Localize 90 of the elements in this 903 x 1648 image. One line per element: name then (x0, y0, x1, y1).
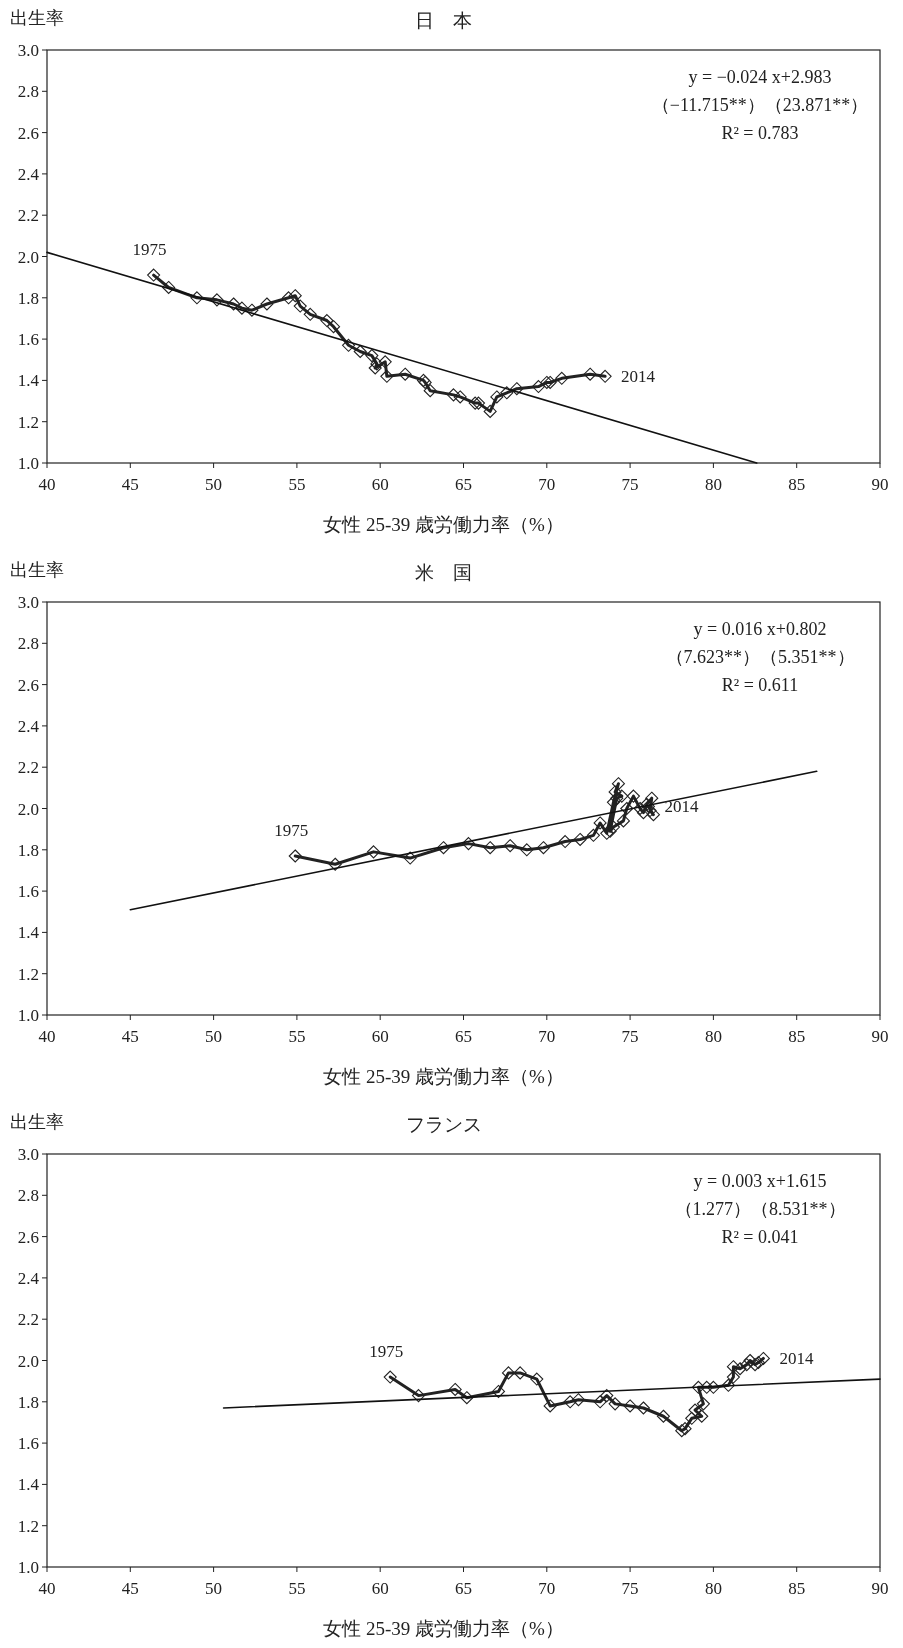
y-tick-label: 2.6 (17, 123, 39, 143)
x-tick-label: 60 (371, 1027, 389, 1046)
x-tick-label: 70 (538, 1579, 556, 1598)
y-tick-label: 1.0 (17, 1006, 39, 1025)
y-tick-label: 2.0 (17, 799, 39, 819)
annotation: 1975 (369, 1342, 404, 1362)
annotation: R² = 0.041 (721, 1227, 799, 1247)
y-tick-label: 1.2 (17, 412, 39, 432)
y-tick-label: 1.4 (17, 923, 40, 943)
y-tick-label: 2.8 (17, 82, 39, 102)
annotation: （−11.715**）（23.871**） (651, 95, 869, 115)
y-tick-label: 1.8 (17, 288, 39, 308)
y-tick-label: 2.0 (17, 1351, 39, 1371)
x-axis-title: 女性 25-39 歳労働力率（%） (323, 1066, 564, 1087)
y-tick-label: 2.6 (17, 1227, 39, 1247)
annotation: 2014 (621, 367, 656, 387)
x-tick-label: 80 (704, 475, 722, 494)
annotation: R² = 0.783 (721, 123, 799, 143)
x-tick-label: 40 (38, 475, 56, 494)
x-tick-label: 90 (871, 1579, 889, 1598)
y-tick-label: 2.6 (17, 675, 39, 695)
y-tick-label: 1.4 (17, 371, 40, 391)
x-tick-label: 45 (121, 1027, 139, 1046)
x-tick-label: 90 (871, 1027, 889, 1046)
y-tick-label: 2.2 (17, 758, 39, 778)
x-tick-label: 90 (871, 475, 889, 494)
y-tick-label: 1.8 (17, 840, 39, 860)
chart-title: 米 国 (415, 562, 472, 583)
x-tick-label: 60 (371, 1579, 389, 1598)
y-tick-label: 1.6 (17, 330, 39, 350)
x-tick-label: 50 (205, 475, 223, 494)
x-tick-label: 85 (788, 475, 806, 494)
y-tick-label: 1.6 (17, 1434, 39, 1454)
annotation: （7.623**）（5.351**） (665, 647, 855, 667)
x-tick-label: 45 (121, 475, 139, 494)
x-tick-label: 65 (455, 1579, 472, 1598)
chart-title: 日 本 (415, 10, 472, 31)
x-tick-label: 60 (371, 475, 389, 494)
x-tick-label: 70 (538, 1027, 556, 1046)
x-tick-label: 75 (621, 1579, 639, 1598)
y-tick-label: 1.2 (17, 1516, 39, 1536)
x-tick-label: 85 (788, 1579, 806, 1598)
x-tick-label: 55 (288, 475, 306, 494)
x-tick-label: 40 (38, 1579, 56, 1598)
x-tick-label: 55 (288, 1027, 306, 1046)
x-tick-label: 75 (621, 1027, 639, 1046)
y-axis-title: 出生率 (10, 1112, 64, 1132)
y-tick-label: 2.8 (17, 634, 39, 654)
y-tick-label: 2.8 (17, 1186, 39, 1206)
x-tick-label: 65 (455, 475, 472, 494)
y-tick-label: 2.2 (17, 1310, 39, 1330)
y-tick-label: 3.0 (17, 41, 39, 60)
x-tick-label: 80 (704, 1027, 722, 1046)
x-tick-label: 55 (288, 1579, 306, 1598)
y-tick-label: 1.2 (17, 964, 39, 984)
x-tick-label: 75 (621, 475, 639, 494)
annotation: 2014 (664, 797, 699, 817)
annotation: 1975 (274, 820, 309, 840)
x-tick-label: 65 (455, 1027, 472, 1046)
y-tick-label: 1.4 (17, 1475, 40, 1495)
annotation: y = −0.024 x+2.983 (688, 67, 832, 87)
annotation: （1.277）（8.531**） (674, 1199, 846, 1219)
chart-title: フランス (405, 1114, 482, 1135)
x-tick-label: 80 (704, 1579, 722, 1598)
y-tick-label: 3.0 (17, 593, 39, 612)
x-tick-label: 50 (205, 1579, 223, 1598)
x-tick-label: 45 (121, 1579, 139, 1598)
annotation: y = 0.016 x+0.802 (693, 619, 827, 639)
y-tick-label: 2.0 (17, 247, 39, 267)
annotation: y = 0.003 x+1.615 (693, 1171, 827, 1191)
y-tick-label: 3.0 (17, 1145, 39, 1164)
annotation: 2014 (779, 1349, 814, 1369)
y-tick-label: 2.4 (17, 716, 40, 736)
y-tick-label: 1.8 (17, 1392, 39, 1412)
y-axis-title: 出生率 (10, 8, 64, 28)
annotation: R² = 0.611 (721, 675, 799, 695)
y-tick-label: 1.0 (17, 454, 39, 473)
y-tick-label: 1.6 (17, 882, 39, 902)
annotation: 1975 (132, 240, 167, 260)
x-axis-title: 女性 25-39 歳労働力率（%） (323, 1618, 564, 1639)
x-axis-title: 女性 25-39 歳労働力率（%） (323, 514, 564, 535)
x-tick-label: 70 (538, 475, 556, 494)
y-tick-label: 1.0 (17, 1558, 39, 1577)
x-tick-label: 50 (205, 1027, 223, 1046)
y-tick-label: 2.2 (17, 206, 39, 226)
x-tick-label: 85 (788, 1027, 806, 1046)
x-tick-label: 40 (38, 1027, 56, 1046)
y-tick-label: 2.4 (17, 164, 40, 184)
y-axis-title: 出生率 (10, 560, 64, 580)
y-tick-label: 2.4 (17, 1268, 40, 1288)
